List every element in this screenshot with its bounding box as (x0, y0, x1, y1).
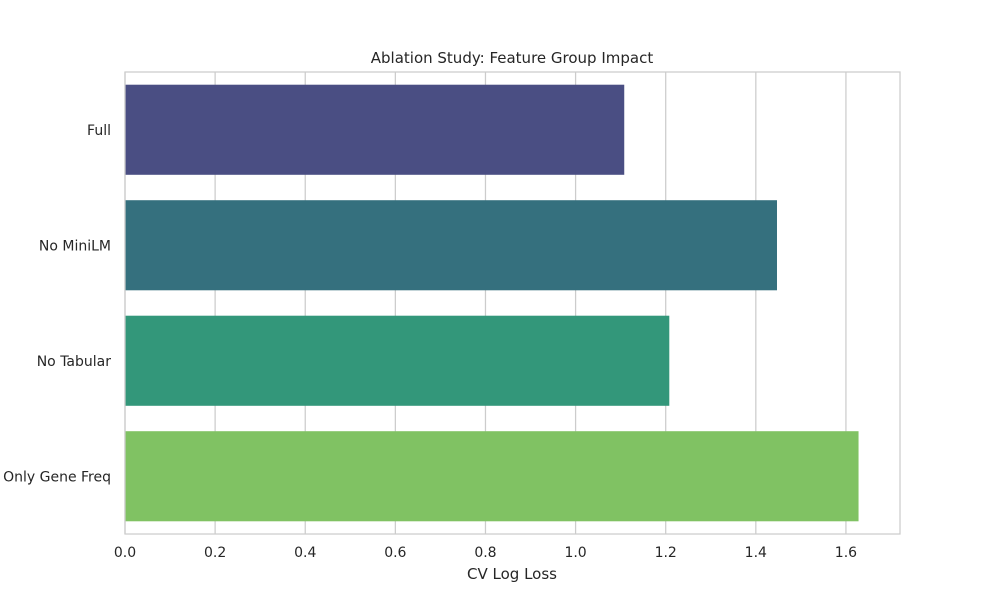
x-tick-label: 0.2 (204, 545, 226, 561)
x-tick-label: 0.4 (294, 545, 316, 561)
x-tick-labels: 0.0 0.2 0.4 0.6 0.8 1.0 1.2 1.4 1.6 (114, 545, 857, 561)
x-axis-label: CV Log Loss (467, 565, 557, 583)
chart-title: Ablation Study: Feature Group Impact (371, 49, 654, 67)
bar (125, 200, 777, 291)
x-tick-label: 0.6 (384, 545, 406, 561)
x-tick-label: 0.8 (474, 545, 496, 561)
y-tick-labels: Full No MiniLM No Tabular Only Gene Freq (3, 123, 111, 486)
y-tick-label: Only Gene Freq (3, 469, 111, 485)
bars (125, 84, 859, 522)
x-tick-label: 0.0 (114, 545, 136, 561)
y-tick-label: No MiniLM (39, 238, 111, 254)
plot-frame (124, 71, 901, 535)
y-tick-label: Full (87, 123, 111, 139)
bar (125, 315, 670, 406)
x-tick-label: 1.4 (745, 545, 767, 561)
x-tick-label: 1.2 (655, 545, 677, 561)
x-tick-label: 1.6 (835, 545, 857, 561)
x-tick-label: 1.0 (564, 545, 586, 561)
y-tick-label: No Tabular (37, 354, 112, 370)
bar (125, 84, 625, 175)
bar (125, 431, 859, 522)
